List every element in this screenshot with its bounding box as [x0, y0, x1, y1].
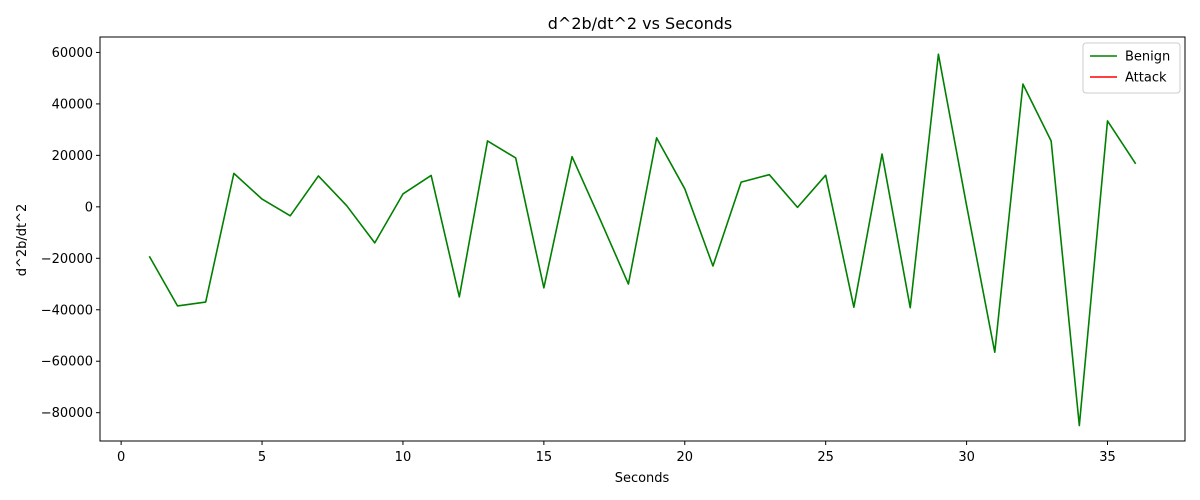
x-tick-label: 30: [958, 450, 975, 465]
legend-label-benign: Benign: [1125, 50, 1170, 65]
x-tick-label: 15: [536, 450, 553, 465]
y-tick-label: 40000: [52, 97, 93, 112]
legend-label-attack: Attack: [1125, 71, 1167, 86]
x-axis-label: Seconds: [615, 471, 670, 486]
x-tick-label: 0: [117, 450, 125, 465]
series-line-benign: [148, 53, 1137, 427]
x-tick-label: 20: [676, 450, 693, 465]
chart-title: d^2b/dt^2 vs Seconds: [548, 14, 733, 33]
y-tick-label: 0: [85, 200, 93, 215]
y-axis-label: d^2b/dt^2: [15, 204, 30, 277]
y-tick-label: 20000: [52, 149, 93, 164]
y-tick-label: −80000: [41, 406, 93, 421]
axes-frame: [99, 36, 1186, 442]
y-tick-label: 60000: [52, 46, 93, 61]
legend: Benign Attack: [1082, 42, 1181, 94]
x-tick-label: 35: [1099, 450, 1116, 465]
y-tick-label: −20000: [41, 252, 93, 267]
y-tick-label: −60000: [41, 355, 93, 370]
y-tick-label: −40000: [41, 303, 93, 318]
plot-area: [148, 53, 1137, 427]
axes: 0 5 10 15 20 25 30 35 −80000 −60000 −40000 −20000 0 2…: [41, 36, 1186, 465]
x-tick-label: 25: [817, 450, 834, 465]
x-tick-label: 10: [395, 450, 412, 465]
x-tick-label: 5: [258, 450, 266, 465]
